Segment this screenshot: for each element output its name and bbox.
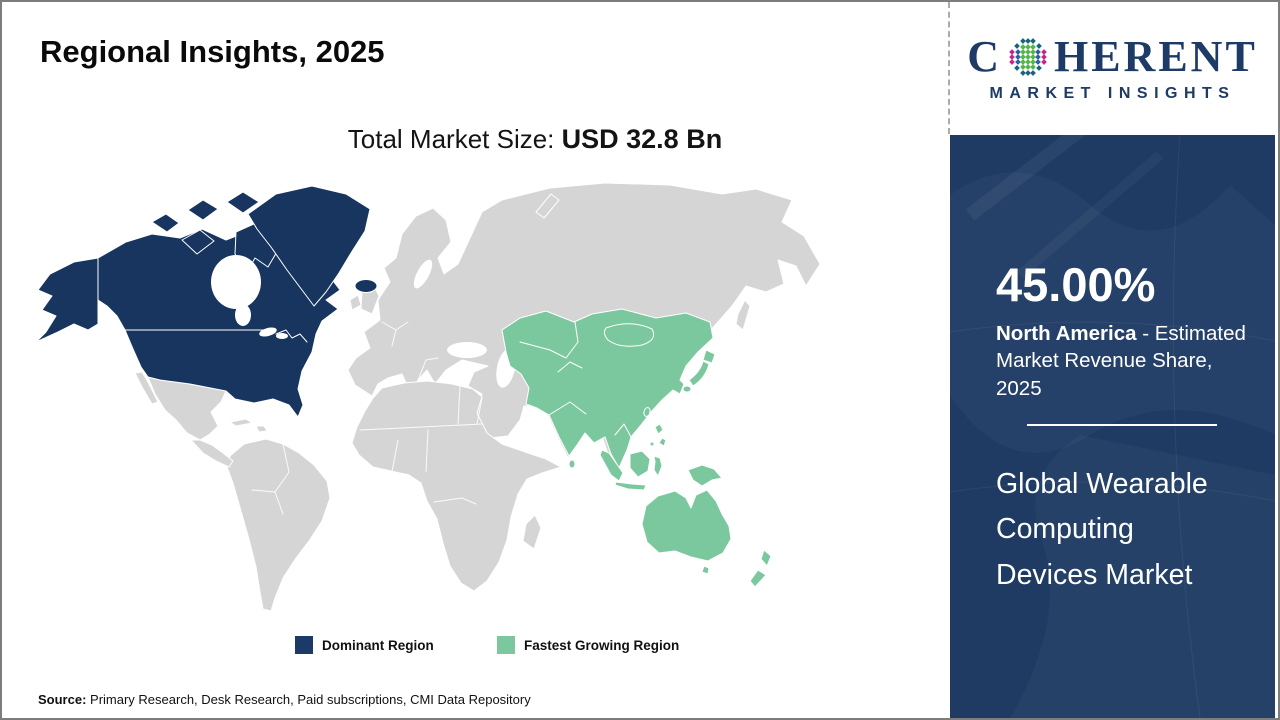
legend-fastest-swatch bbox=[497, 636, 515, 654]
world-map bbox=[30, 172, 840, 622]
brand-logo: C bbox=[950, 2, 1275, 135]
sidebar-divider bbox=[1026, 423, 1217, 426]
map-fastest-growing-region bbox=[501, 308, 772, 588]
map-dominant-region bbox=[35, 185, 378, 418]
total-market-size-value: USD 32.8 Bn bbox=[561, 124, 723, 154]
sidebar: C bbox=[950, 2, 1275, 718]
legend-fastest-label: Fastest Growing Region bbox=[524, 637, 680, 653]
stat-value: 45.00% bbox=[996, 258, 1156, 311]
brand-dot-o-icon bbox=[1009, 38, 1047, 76]
total-market-size-label: Total Market Size: bbox=[347, 124, 562, 154]
dashed-separator bbox=[948, 2, 950, 134]
sidebar-content: 45.00% North America - Estimated Market … bbox=[950, 261, 1275, 599]
brand-letter-c: C bbox=[967, 32, 1002, 81]
source-label: Source: bbox=[38, 692, 87, 707]
map-hudson-bay bbox=[211, 255, 288, 339]
legend-fastest-growing-region: Fastest Growing Region bbox=[497, 636, 679, 654]
total-market-size: Total Market Size: USD 32.8 Bn bbox=[130, 124, 940, 155]
stat-region: North America bbox=[996, 322, 1137, 345]
page-title: Regional Insights, 2025 bbox=[40, 34, 385, 69]
sidebar-panel: 45.00% North America - Estimated Market … bbox=[950, 135, 1275, 718]
sidebar-texture bbox=[950, 135, 1275, 718]
brand-subtitle: MARKET INSIGHTS bbox=[989, 85, 1236, 102]
market-name: Global Wearable Computing Devices Market bbox=[996, 467, 1208, 591]
map-asia-borders bbox=[519, 321, 655, 438]
source-text: Primary Research, Desk Research, Paid su… bbox=[86, 692, 531, 707]
map-country-borders bbox=[251, 321, 483, 515]
legend-dominant-swatch bbox=[295, 636, 313, 654]
legend-dominant-label: Dominant Region bbox=[322, 637, 434, 653]
map-us-canada-border bbox=[116, 329, 308, 343]
source-note: Source: Primary Research, Desk Research,… bbox=[38, 692, 531, 707]
stat-desc-text: - Estimated Market Revenue Share, 2025 bbox=[996, 322, 1246, 400]
world-map-svg bbox=[35, 182, 821, 612]
brand-letters-herent: HERENT bbox=[1053, 32, 1258, 81]
stat-description: North America - Estimated Market Revenue… bbox=[996, 320, 1252, 402]
brand-wordmark: C bbox=[967, 34, 1258, 80]
legend-dominant-region: Dominant Region bbox=[295, 636, 434, 654]
